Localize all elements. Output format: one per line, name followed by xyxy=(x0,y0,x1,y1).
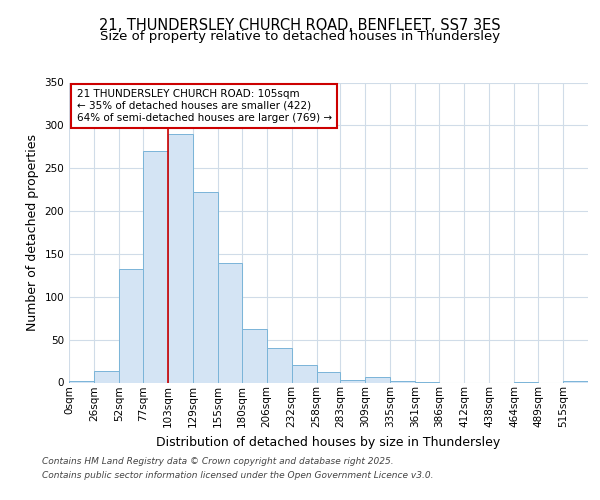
Bar xyxy=(340,380,365,382)
X-axis label: Distribution of detached houses by size in Thundersley: Distribution of detached houses by size … xyxy=(157,436,500,448)
Bar xyxy=(266,348,292,382)
Text: 21 THUNDERSLEY CHURCH ROAD: 105sqm
← 35% of detached houses are smaller (422)
64: 21 THUNDERSLEY CHURCH ROAD: 105sqm ← 35%… xyxy=(77,90,332,122)
Bar xyxy=(119,268,143,382)
Bar xyxy=(94,372,119,382)
Bar xyxy=(563,381,588,382)
Bar xyxy=(168,134,193,382)
Bar xyxy=(317,372,340,382)
Text: Contains public sector information licensed under the Open Government Licence v3: Contains public sector information licen… xyxy=(42,471,433,480)
Text: 21, THUNDERSLEY CHURCH ROAD, BENFLEET, SS7 3ES: 21, THUNDERSLEY CHURCH ROAD, BENFLEET, S… xyxy=(99,18,501,32)
Bar xyxy=(391,381,415,382)
Text: Contains HM Land Registry data © Crown copyright and database right 2025.: Contains HM Land Registry data © Crown c… xyxy=(42,458,394,466)
Bar xyxy=(193,192,218,382)
Bar xyxy=(242,330,266,382)
Bar xyxy=(365,378,391,382)
Y-axis label: Number of detached properties: Number of detached properties xyxy=(26,134,39,331)
Bar xyxy=(292,366,317,382)
Bar xyxy=(218,262,242,382)
Bar xyxy=(143,151,168,382)
Text: Size of property relative to detached houses in Thundersley: Size of property relative to detached ho… xyxy=(100,30,500,43)
Bar xyxy=(69,381,94,382)
